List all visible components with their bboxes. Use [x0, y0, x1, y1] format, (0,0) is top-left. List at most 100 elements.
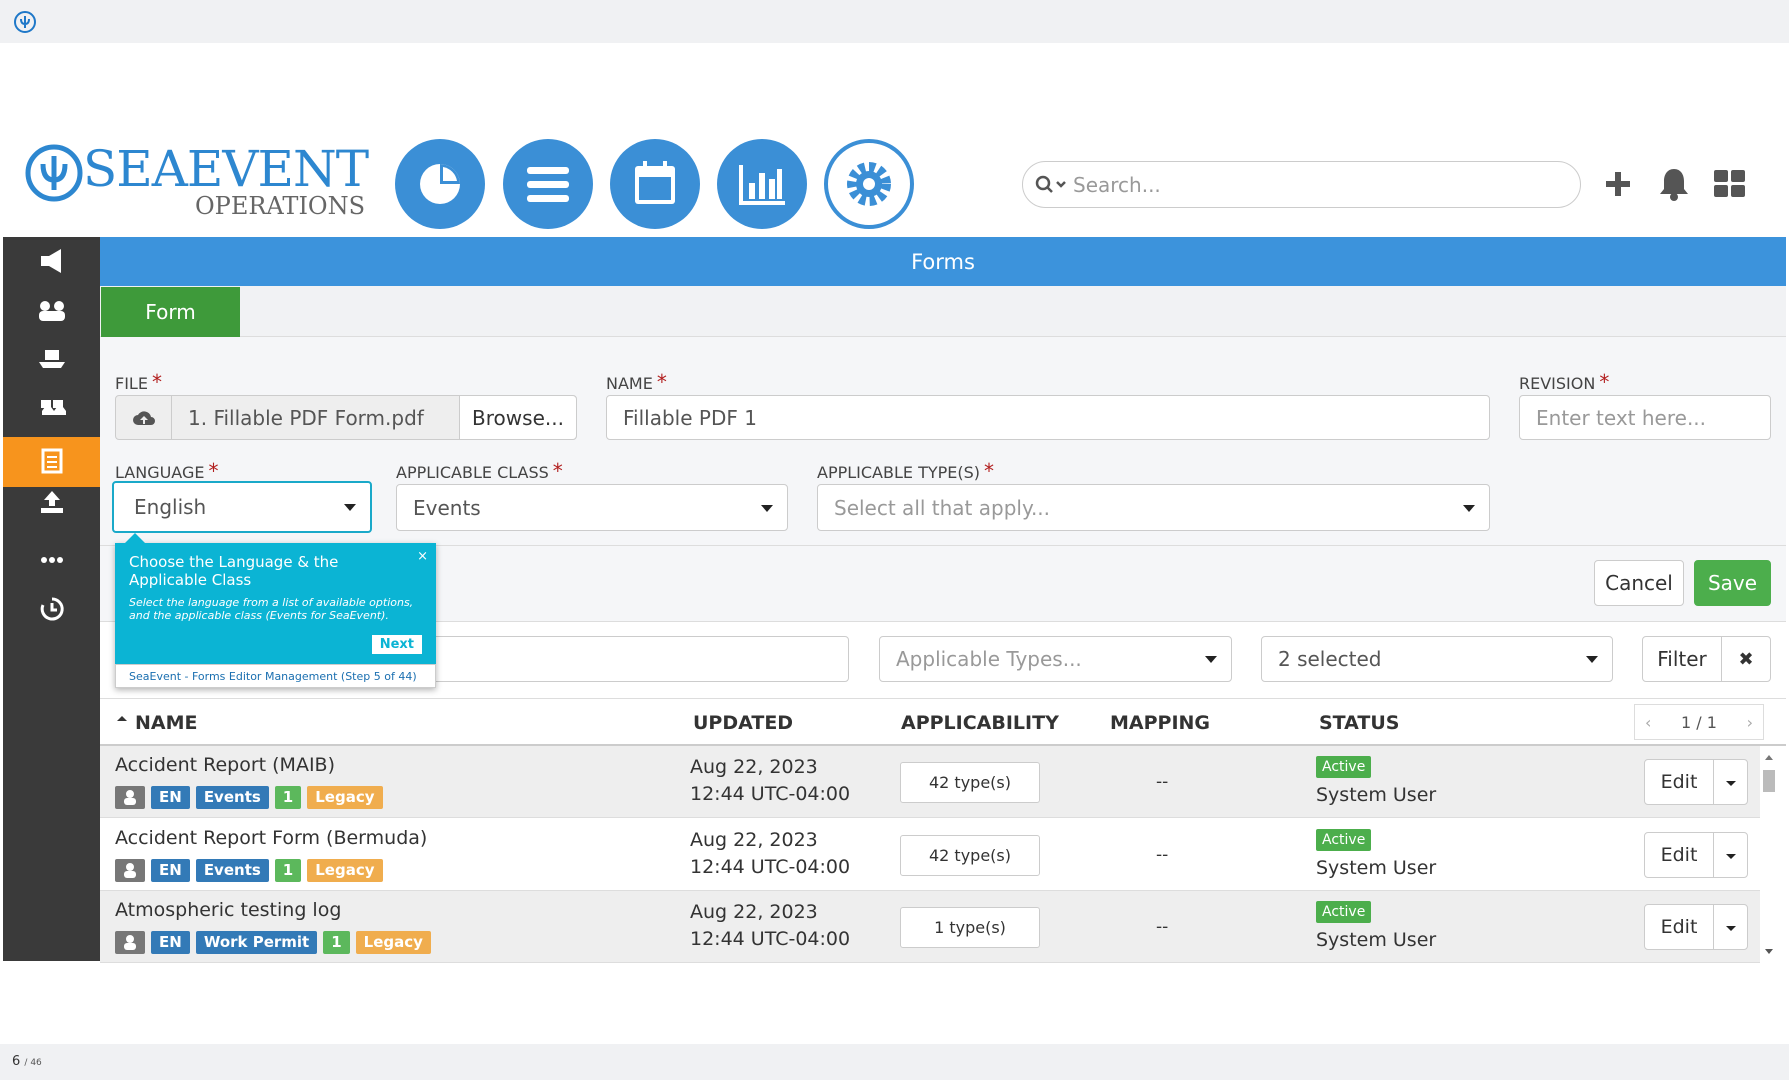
tags: EN Work Permit 1 Legacy [115, 931, 437, 954]
prev-page[interactable]: ‹ [1645, 712, 1652, 732]
label-text: APPLICABLE TYPE(S) [817, 463, 981, 482]
settings-button[interactable] [824, 139, 914, 229]
tag: Events [195, 858, 269, 882]
updated-date: Aug 22, 2023 [690, 828, 818, 851]
search-placeholder: Search... [1073, 172, 1161, 197]
column-header[interactable]: MAPPING [1110, 712, 1211, 734]
tag: 1 [323, 931, 350, 954]
applicability-button[interactable]: 1 type(s) [900, 907, 1040, 948]
types-select[interactable]: Select all that apply... [817, 484, 1490, 531]
browse-button[interactable]: Browse... [459, 396, 576, 439]
logo[interactable]: SEAEVENT OPERATIONS [25, 140, 369, 230]
status-user: System User [1316, 929, 1437, 951]
edit-button[interactable]: Edit [1644, 831, 1714, 878]
tooltip: × Choose the Language & the Applicable C… [115, 533, 436, 688]
next-page[interactable]: › [1746, 712, 1753, 732]
divider [100, 545, 1786, 546]
select-value: English [134, 495, 207, 519]
edit-button[interactable]: Edit [1644, 904, 1714, 950]
field-label: APPLICABLE CLASS * [396, 459, 563, 483]
tag: Events [195, 786, 269, 809]
tags: EN Events 1 Legacy [115, 858, 389, 882]
search-input[interactable]: Search... [1022, 161, 1581, 208]
logo-sub: OPERATIONS [195, 192, 366, 220]
top-bar [0, 0, 1789, 43]
label-text: NAME [606, 374, 653, 393]
owner-tag [115, 786, 145, 809]
calendar-button[interactable] [610, 139, 700, 229]
column-header[interactable]: UPDATED [693, 712, 794, 734]
apps-button[interactable] [1714, 170, 1746, 198]
column-header[interactable]: NAME [135, 712, 198, 734]
updated-time: 12:44 UTC-04:00 [690, 855, 851, 878]
tag: EN [151, 858, 190, 882]
pagination: ‹ 1 / 1 › [1634, 704, 1764, 740]
menu-button[interactable] [503, 139, 593, 229]
applicability-button[interactable]: 42 type(s) [900, 762, 1040, 803]
status-badge: Active [1316, 901, 1372, 923]
scrollbar[interactable] [1762, 752, 1776, 957]
filter-button[interactable]: Filter [1642, 636, 1722, 682]
footer-bar: 6 / 46 [0, 1044, 1789, 1080]
edit-dropdown[interactable] [1713, 904, 1748, 950]
field-label: NAME * [606, 370, 667, 394]
cancel-button[interactable]: Cancel [1594, 560, 1684, 606]
clear-button[interactable]: ✖ [1721, 636, 1771, 682]
reports-button[interactable] [717, 139, 807, 229]
form-tab[interactable]: Form [101, 287, 240, 337]
select-placeholder: Select all that apply... [834, 495, 1051, 520]
add-button[interactable] [1604, 170, 1632, 198]
tag: 1 [274, 786, 302, 809]
tag: EN [151, 931, 190, 954]
edit-dropdown[interactable] [1713, 759, 1748, 805]
name-input[interactable]: Fillable PDF 1 [606, 395, 1490, 440]
sidebar-icons[interactable] [39, 249, 66, 621]
dashboard-button[interactable] [395, 139, 485, 229]
save-button[interactable]: Save [1694, 560, 1771, 606]
field-label: REVISION * [1519, 370, 1609, 394]
total-pages: / 46 [24, 1058, 42, 1068]
tooltip-title: Choose the Language & the Applicable Cla… [129, 553, 339, 589]
table-row: Atmospheric testing log EN Work Permit 1 Leg… [100, 891, 1760, 963]
field-label: LANGUAGE * [115, 459, 218, 483]
select-value: Events [413, 495, 481, 520]
tooltip-close[interactable]: × [417, 549, 428, 564]
notifications-button[interactable] [1658, 166, 1690, 202]
logo-mark [25, 144, 83, 202]
mapping: -- [1156, 917, 1169, 937]
field-label: FILE * [115, 370, 162, 394]
app-icon[interactable] [13, 10, 37, 34]
sort-icon[interactable] [116, 714, 128, 722]
revision-input[interactable]: Enter text here... [1519, 395, 1771, 440]
tooltip-next[interactable]: Next [371, 635, 422, 654]
file-input[interactable]: 1. Fillable PDF Form.pdf Browse... [115, 395, 577, 440]
tag: Legacy [307, 786, 383, 809]
status-filter[interactable]: 2 selected [1261, 636, 1613, 682]
form-name: Accident Report (MAIB) [115, 754, 335, 776]
tag: Legacy [307, 858, 383, 882]
sidebar [3, 237, 100, 961]
logo-name: SEAEVENT [83, 140, 369, 198]
applicability-button[interactable]: 42 type(s) [900, 834, 1040, 876]
tag: EN [151, 786, 190, 809]
edit-button[interactable]: Edit [1644, 759, 1714, 805]
owner-tag [115, 931, 145, 954]
class-select[interactable]: Events [396, 484, 788, 531]
edit-dropdown[interactable] [1713, 831, 1748, 878]
language-select[interactable]: English [112, 481, 372, 533]
filter-value: 2 selected [1278, 647, 1382, 671]
required-mark: * [208, 459, 219, 483]
owner-tag [115, 858, 145, 882]
tooltip-footer: SeaEvent - Forms Editor Management (Step… [115, 664, 436, 688]
form-name: Accident Report Form (Bermuda) [115, 826, 428, 849]
column-header[interactable]: STATUS [1319, 712, 1400, 734]
label-text: REVISION [1519, 374, 1596, 393]
tags: EN Events 1 Legacy [115, 786, 389, 809]
column-header[interactable]: APPLICABILITY [901, 712, 1059, 734]
tooltip-body: Select the language from a list of avail… [129, 596, 414, 622]
divider [100, 621, 1786, 622]
types-filter[interactable]: Applicable Types... [879, 636, 1232, 682]
required-mark: * [151, 370, 162, 394]
label-text: FILE [115, 374, 148, 393]
